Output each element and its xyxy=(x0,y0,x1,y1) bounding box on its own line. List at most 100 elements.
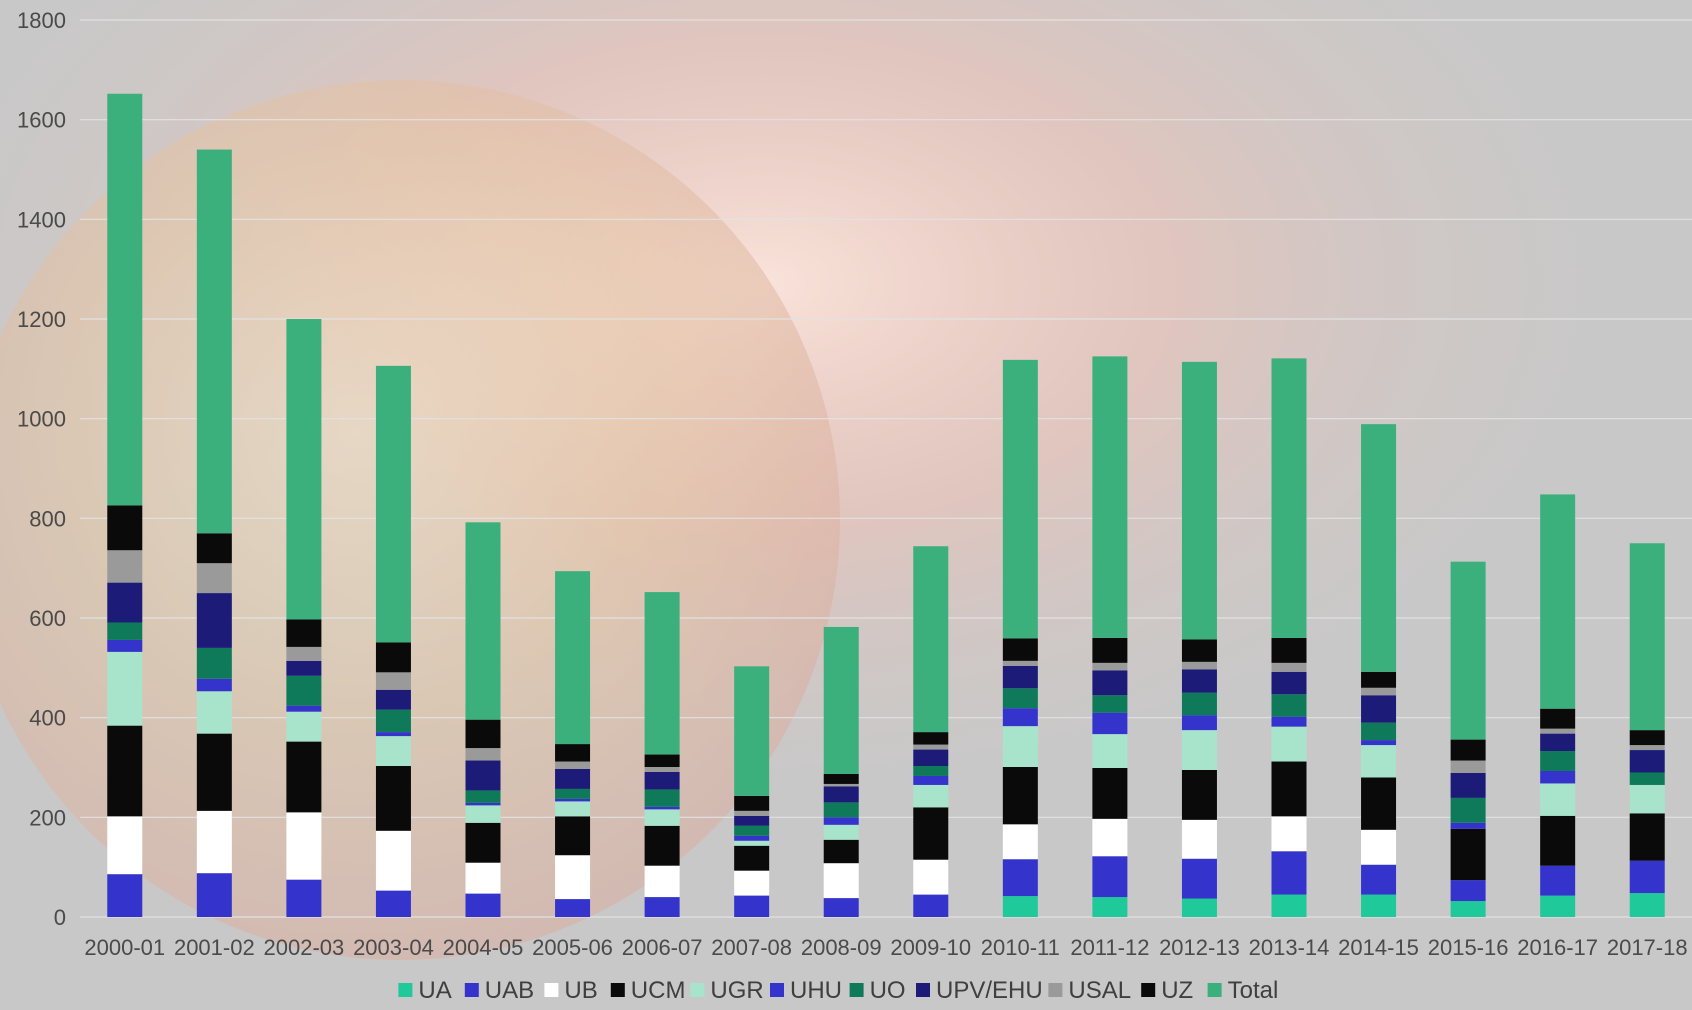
bar-segment xyxy=(107,93,143,506)
y-tick-label: 400 xyxy=(29,706,66,731)
bar-segment xyxy=(1361,424,1397,672)
x-tick-label: 2012-13 xyxy=(1159,935,1240,960)
bar-segment xyxy=(286,879,322,917)
legend-label: UCM xyxy=(631,977,686,1004)
bar-segment xyxy=(823,773,859,784)
bar-segment xyxy=(286,711,322,742)
legend: UA UAB UB UCM UGR UHU UO UPV/EHU USAL UZ Total xyxy=(398,977,1278,1004)
bar-segment xyxy=(644,897,680,917)
bar-segment xyxy=(1092,637,1128,663)
bar-segment xyxy=(1002,665,1038,689)
bar-segment xyxy=(913,807,949,860)
bar-segment xyxy=(1361,894,1397,917)
bar-segment xyxy=(107,622,143,640)
bar-segment xyxy=(1540,708,1576,729)
bar-segment xyxy=(107,505,143,551)
bar-segment xyxy=(1540,783,1576,816)
bar-segment xyxy=(1092,818,1128,857)
bar-segment xyxy=(555,798,591,802)
bar-segment xyxy=(1629,750,1665,773)
bar-segment xyxy=(107,874,143,917)
y-tick-label: 200 xyxy=(29,805,66,830)
bar-segment xyxy=(644,592,680,755)
bar-segment xyxy=(107,550,143,583)
bar-segment xyxy=(734,870,770,896)
bar-segment xyxy=(196,533,232,564)
bar-segment xyxy=(375,732,411,737)
bar-segment xyxy=(823,898,859,917)
bar-segment xyxy=(1271,694,1307,717)
bar-segment xyxy=(734,895,770,917)
bar-segment xyxy=(286,675,322,706)
x-tick-label: 2002-03 xyxy=(264,935,345,960)
bar-segment xyxy=(1271,851,1307,895)
x-tick-label: 2000-01 xyxy=(84,935,165,960)
bar-segment xyxy=(286,812,322,880)
bar-segment xyxy=(1361,695,1397,723)
bar-segment xyxy=(1629,893,1665,917)
bar-segment xyxy=(196,593,232,648)
bar-segment xyxy=(1450,797,1486,823)
x-tick-label: 2004-05 xyxy=(443,935,524,960)
legend-label: USAL xyxy=(1068,977,1131,1004)
bar-segment xyxy=(1002,660,1038,666)
bar-segment xyxy=(1629,772,1665,785)
legend-swatch xyxy=(544,983,559,997)
x-tick-label: 2008-09 xyxy=(801,935,882,960)
legend-label: UB xyxy=(564,977,597,1004)
bar-segment xyxy=(286,741,322,813)
bar-segment xyxy=(375,766,411,831)
bar-segment xyxy=(465,719,501,749)
bar-segment xyxy=(196,691,232,734)
bar-segment xyxy=(1002,638,1038,661)
bar-segment xyxy=(913,546,949,733)
bar-segment xyxy=(1092,712,1128,735)
bar-segment xyxy=(465,760,501,791)
bar-segment xyxy=(1540,865,1576,896)
bar-segment xyxy=(1540,728,1576,734)
bar-segment xyxy=(555,744,591,762)
bar-segment xyxy=(1361,829,1397,865)
bar-segment xyxy=(644,809,680,826)
bar-segment xyxy=(644,825,680,866)
legend-swatch xyxy=(464,983,479,997)
bar-segment xyxy=(823,802,859,818)
bar-segment xyxy=(465,822,501,863)
bar-segment xyxy=(555,801,591,817)
bar-segment xyxy=(1450,739,1486,761)
legend-label: UA xyxy=(418,977,451,1004)
bar-segment xyxy=(375,830,411,891)
bar-segment xyxy=(823,817,859,825)
legend-label: UZ xyxy=(1161,977,1193,1004)
x-tick-label: 2017-18 xyxy=(1607,935,1688,960)
bar-segment xyxy=(1002,896,1038,917)
bar-segment xyxy=(734,840,770,846)
bar-segment xyxy=(465,893,501,917)
bar-segment xyxy=(913,766,949,776)
bar-segment xyxy=(644,865,680,898)
bar-segment xyxy=(1092,897,1128,917)
x-tick-label: 2003-04 xyxy=(353,935,434,960)
bar-segment xyxy=(107,816,143,875)
bar-segment xyxy=(555,816,591,856)
bar-segment xyxy=(913,775,949,785)
y-tick-label: 1400 xyxy=(17,207,66,232)
y-tick-label: 800 xyxy=(29,506,66,531)
bar-segment xyxy=(1271,816,1307,852)
bar-segment xyxy=(375,709,411,733)
legend-swatch xyxy=(690,983,705,997)
bar-segment xyxy=(1629,813,1665,861)
bar-segment xyxy=(465,748,501,761)
bar-segment xyxy=(913,749,949,767)
bar-segment xyxy=(1092,856,1128,898)
y-tick-label: 600 xyxy=(29,606,66,631)
legend-label: Total xyxy=(1228,977,1279,1004)
x-tick-label: 2013-14 xyxy=(1249,935,1330,960)
x-tick-label: 2015-16 xyxy=(1428,935,1509,960)
bar-segment xyxy=(644,754,680,768)
bar-segment xyxy=(734,666,770,796)
bar-segment xyxy=(555,571,591,745)
bar-segment xyxy=(1271,671,1307,695)
bar-segment xyxy=(465,790,501,803)
